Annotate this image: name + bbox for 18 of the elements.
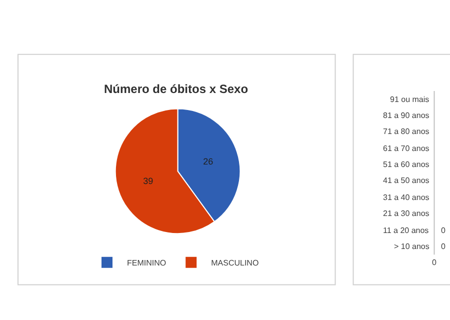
category-label: 81 a 90 anos	[383, 111, 430, 120]
category-label: 11 a 20 anos	[383, 226, 429, 235]
category-label: 51 a 60 anos	[383, 160, 430, 169]
text: 0	[441, 226, 446, 235]
text: 0	[432, 258, 437, 267]
data-label: 39	[143, 176, 154, 186]
category-label: 31 a 40 anos	[383, 193, 430, 202]
legend-label: FEMININO	[127, 258, 166, 268]
category-label: > 10 anos	[394, 242, 430, 251]
category-label: 21 a 30 anos	[383, 209, 430, 218]
text: 0	[441, 242, 446, 251]
category-label: 71 a 80 anos	[383, 127, 430, 136]
chart-title: Número de óbitos x Sexo	[104, 82, 248, 96]
category-label: 91 ou mais	[390, 95, 430, 104]
legend-label: MASCULINO	[211, 258, 259, 268]
category-label: 41 a 50 anos	[383, 176, 430, 185]
category-label: 61 a 70 anos	[383, 144, 430, 153]
data-label: 26	[203, 156, 214, 166]
